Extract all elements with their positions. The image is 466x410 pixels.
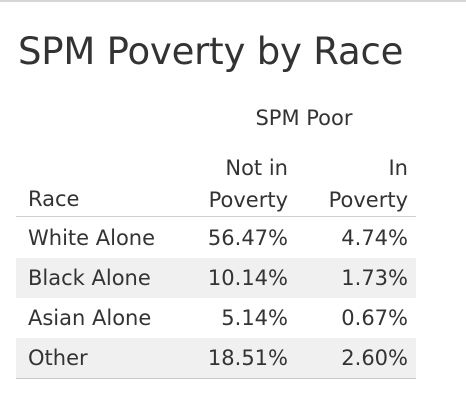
table-row: White Alone 56.47% 4.74% xyxy=(16,218,416,258)
race-cell: White Alone xyxy=(28,226,156,250)
race-cell: Black Alone xyxy=(28,266,151,290)
in-poverty-cell: 2.60% xyxy=(341,346,408,370)
race-cell: Asian Alone xyxy=(28,306,152,330)
column-group-header: SPM Poor xyxy=(255,106,353,130)
table-body: White Alone 56.47% 4.74% Black Alone 10.… xyxy=(16,218,416,378)
column-header-not-in-poverty: Not in Poverty xyxy=(190,152,288,216)
header-divider xyxy=(16,216,416,217)
table-row: Black Alone 10.14% 1.73% xyxy=(16,258,416,298)
top-rule xyxy=(0,0,466,2)
column-header-line: In xyxy=(388,156,408,180)
column-header-line: Not in xyxy=(225,156,288,180)
in-poverty-cell: 4.74% xyxy=(341,226,408,250)
table-row: Other 18.51% 2.60% xyxy=(16,338,416,378)
not-in-poverty-cell: 18.51% xyxy=(207,346,288,370)
column-header-line: Poverty xyxy=(208,188,288,212)
in-poverty-cell: 1.73% xyxy=(341,266,408,290)
table-bottom-border xyxy=(16,378,416,379)
table-row: Asian Alone 5.14% 0.67% xyxy=(16,298,416,338)
row-header-race: Race xyxy=(28,187,80,211)
in-poverty-cell: 0.67% xyxy=(341,306,408,330)
chart-title: SPM Poverty by Race xyxy=(18,30,404,73)
not-in-poverty-cell: 56.47% xyxy=(207,226,288,250)
column-header-in-poverty: In Poverty xyxy=(310,152,408,216)
not-in-poverty-cell: 10.14% xyxy=(207,266,288,290)
not-in-poverty-cell: 5.14% xyxy=(221,306,288,330)
column-header-line: Poverty xyxy=(328,188,408,212)
race-cell: Other xyxy=(28,346,88,370)
